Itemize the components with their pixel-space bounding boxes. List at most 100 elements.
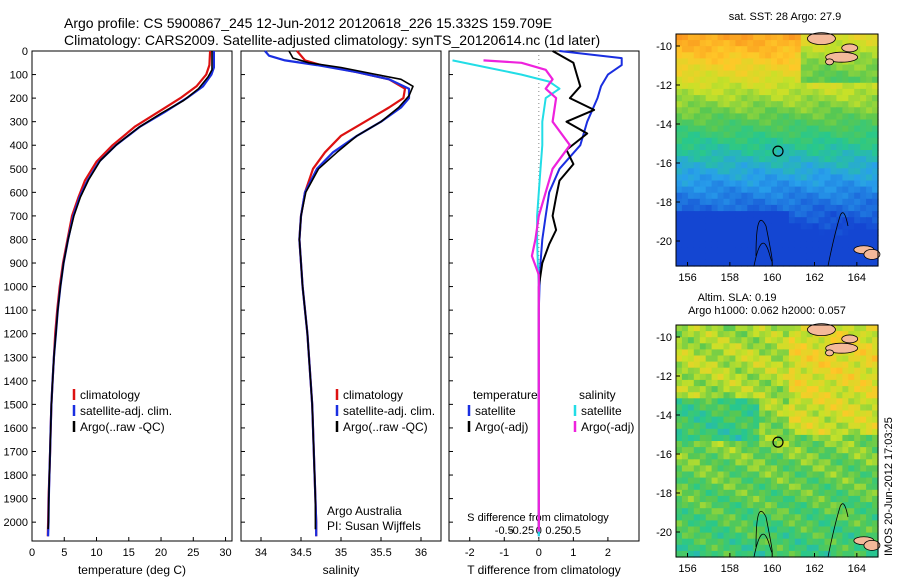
map-cell: [711, 125, 719, 133]
map-cell: [723, 46, 730, 53]
map-cell: [741, 125, 748, 133]
map-cell: [854, 211, 861, 218]
map-cell: [729, 325, 736, 332]
map-cell: [681, 247, 689, 255]
map-cell: [848, 150, 855, 157]
map-cell: [872, 217, 879, 224]
map-cell: [741, 229, 748, 237]
map-cell: [735, 113, 742, 121]
map-cell: [812, 70, 820, 78]
map-cell: [681, 241, 689, 249]
map-cell: [735, 70, 742, 78]
map-cell: [771, 186, 778, 194]
map-cell: [681, 40, 689, 47]
map-cell: [836, 204, 843, 212]
map-cell: [872, 325, 879, 332]
map-cell: [741, 162, 748, 169]
map-cell: [777, 398, 784, 405]
map-cell: [676, 367, 683, 375]
map-cell: [782, 180, 790, 188]
map-cell: [753, 508, 760, 515]
map-cell: [723, 520, 730, 528]
map-cell: [717, 168, 725, 175]
map-cell: [699, 483, 707, 491]
map-cell: [681, 434, 689, 442]
map-cell: [741, 459, 748, 466]
map-cell: [794, 361, 802, 369]
map-cell: [842, 508, 849, 515]
map-cell: [753, 259, 760, 267]
map-cell: [860, 40, 867, 47]
map-cell: [824, 355, 831, 363]
map-cell: [705, 538, 713, 546]
map-cell: [866, 367, 873, 375]
map-cell: [741, 131, 748, 139]
map-cell: [729, 259, 736, 267]
map-cell: [729, 150, 736, 157]
map-cell: [824, 70, 831, 78]
map-cell: [676, 361, 683, 369]
map-cell: [782, 186, 790, 194]
map-cell: [705, 156, 713, 163]
map-cell: [681, 156, 689, 163]
map-cell: [777, 192, 784, 200]
map-cell: [866, 355, 873, 363]
map-cell: [842, 386, 849, 393]
map-cell: [729, 162, 736, 169]
map-cell: [782, 76, 790, 84]
map-cell: [723, 107, 730, 114]
map-cell: [711, 361, 719, 369]
map-cell: [866, 40, 873, 47]
map-cell: [854, 379, 861, 387]
map-cell: [693, 355, 701, 363]
map-cell: [676, 156, 683, 163]
map-cell: [729, 168, 736, 175]
depth-tick-label: 2000: [4, 517, 28, 529]
map-cell: [788, 532, 796, 540]
map-cell: [723, 217, 730, 224]
map-cell: [676, 150, 683, 157]
map-cell: [693, 538, 701, 546]
map-cell: [800, 46, 808, 53]
map-cell: [777, 495, 784, 503]
map-cell: [747, 404, 754, 412]
map-cell: [806, 58, 814, 66]
map-cell: [777, 550, 784, 558]
map-cell: [818, 186, 826, 194]
map-cell: [687, 247, 695, 255]
map-cell: [812, 253, 820, 261]
map-cell: [872, 119, 879, 127]
map-cell: [741, 259, 748, 267]
map-cell: [681, 162, 689, 169]
map-cell: [866, 52, 873, 59]
map-cell: [717, 52, 725, 59]
map-cell: [687, 495, 695, 503]
map-cell: [854, 107, 861, 114]
map-cell: [687, 40, 695, 47]
map-cell: [854, 343, 861, 350]
map-cell: [777, 150, 784, 157]
map-cell: [806, 392, 814, 399]
map-cell: [800, 162, 808, 169]
map-cell: [765, 156, 772, 163]
map-cell: [765, 379, 772, 387]
salinity-diff-tick-label: 0.25: [545, 525, 566, 537]
map-cell: [693, 76, 701, 84]
map-cell: [676, 64, 683, 72]
map-cell: [777, 125, 784, 133]
map-cell: [860, 113, 867, 121]
map-cell: [824, 259, 831, 267]
map-cell: [771, 520, 778, 528]
map-cell: [676, 355, 683, 363]
map-cell: [800, 223, 808, 230]
map-cell: [860, 379, 867, 387]
map-cell: [723, 428, 730, 436]
map-cell: [782, 465, 790, 473]
map-cell: [806, 223, 814, 230]
map-cell: [765, 198, 772, 206]
map-cell: [676, 217, 683, 224]
depth-tick-label: 700: [10, 211, 28, 223]
map-cell: [729, 526, 736, 534]
map-ytick-label: -18: [656, 197, 672, 209]
map-cell: [681, 398, 689, 405]
